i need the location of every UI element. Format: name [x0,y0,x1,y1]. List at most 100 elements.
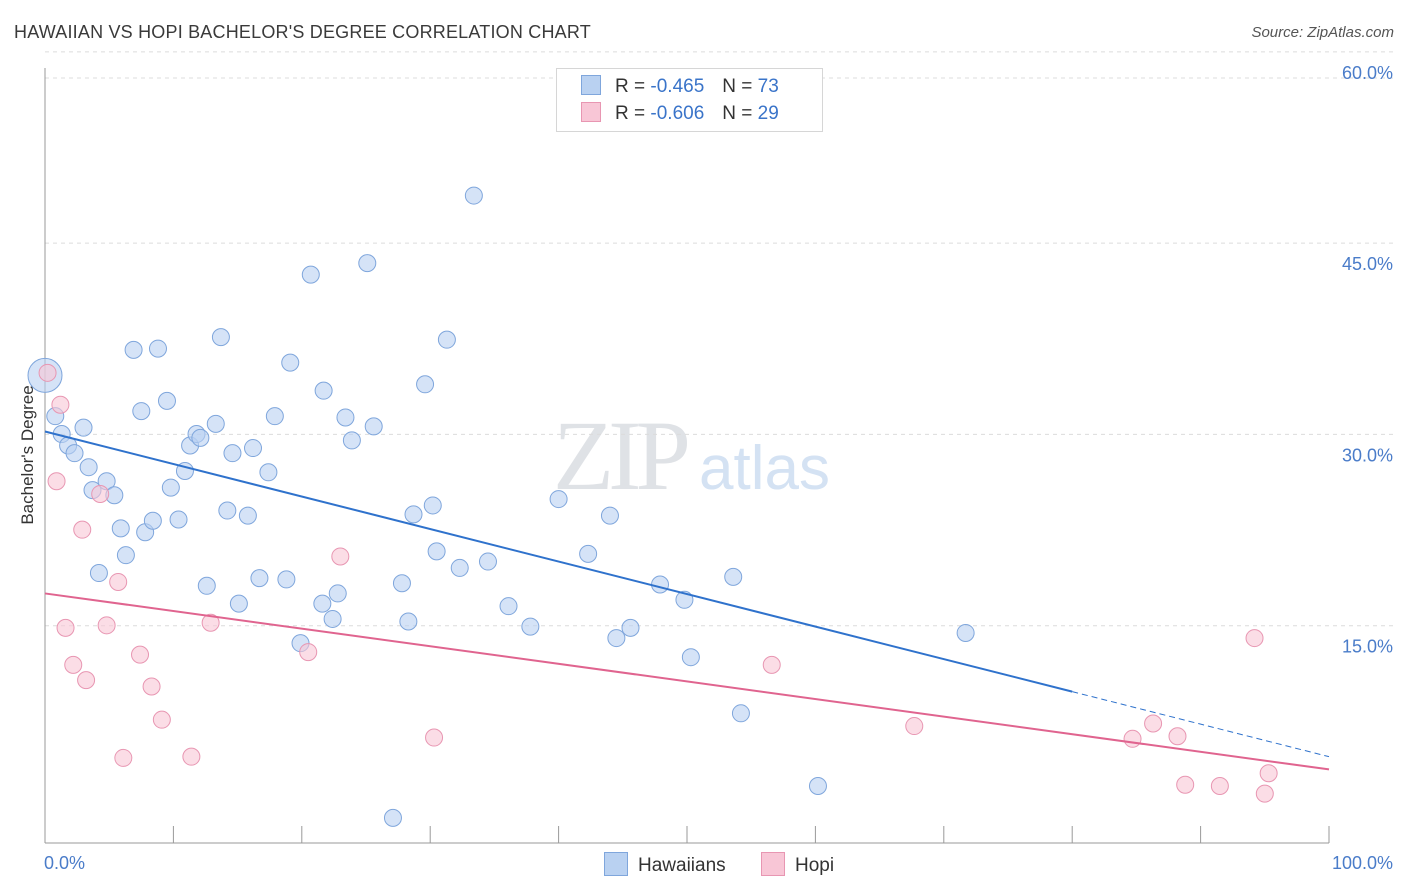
hawaiians-point [549,490,568,509]
hawaiians-point [89,564,108,583]
source-label: Source: ZipAtlas.com [1251,24,1394,41]
series-legend: Hawaiians Hopi [0,852,1406,878]
y-tick-label: 15.0% [1342,637,1393,657]
x-tick-label: 0.0% [44,853,85,873]
hawaiians-point [427,542,446,561]
hopi-point [762,655,781,674]
hawaiians-point [218,501,237,520]
legend-n-value: 29 [757,103,779,124]
hopi-point [142,677,161,696]
hawaiians-point [250,569,269,588]
hawaiians-legend-swatch [604,852,628,876]
watermark-atlas: atlas [699,434,830,503]
hawaiians-point [621,618,640,637]
hawaiians-trendline [44,430,1073,693]
hawaiians-point [116,546,135,565]
hawaiians-point [681,648,700,667]
hawaiians-point [499,597,518,616]
hopi-trendline [44,592,1330,771]
hawaiians-point [600,506,619,525]
hopi-point [51,395,70,414]
hawaiians-point [364,417,383,436]
hawaiians-point [191,428,210,447]
hopi-point [299,643,318,662]
hawaiians-point [437,330,456,349]
hawaiians-point [265,407,284,426]
hopi-swatch [581,102,601,122]
hopi-legend-swatch [761,852,785,876]
hawaiians-point [169,510,188,529]
hawaiians-point [478,552,497,571]
hawaiians-point [259,463,278,482]
hawaiians-point [211,328,230,347]
hawaiians-point [383,808,402,827]
hopi-point [91,484,110,503]
y-axis-label: Bachelor's Degree [18,385,37,525]
hopi-point [331,547,350,566]
legend-item-hopi: Hopi [761,852,834,877]
hopi-point [1168,727,1187,746]
hawaiians-point [956,623,975,642]
hawaiians-point [342,431,361,450]
hopi-point [1255,784,1274,803]
x-tick-label: 100.0% [1332,853,1393,873]
hawaiians-point [65,444,84,463]
hopi-point [97,616,116,635]
hawaiians-point [358,254,377,273]
hawaiians-point [336,408,355,427]
y-tick-label: 30.0% [1342,445,1393,465]
legend-series-name: Hopi [795,855,835,876]
legend-n-label: N = [722,103,753,124]
hopi-point [1144,714,1163,733]
hawaiians-point [111,519,130,538]
hawaiians-point [314,381,333,400]
hopi-point [38,363,57,382]
hawaiians-point [223,444,242,463]
hawaiians-point [579,544,598,563]
hopi-point [56,618,75,637]
hopi-point [109,572,128,591]
hopi-point [152,710,171,729]
hawaiians-point [74,418,93,437]
hopi-point [182,747,201,766]
correlation-legend: R = -0.465 N = 73 R = -0.606 N = 29 [556,68,823,132]
hawaiians-point [229,594,248,613]
watermark: ZIP atlas [553,398,830,513]
hawaiians-point [197,576,216,595]
hopi-point [114,748,133,767]
hawaiians-point [607,629,626,648]
hopi-point [1123,729,1142,748]
hawaiians-point [323,609,342,628]
hawaiians-point [423,496,442,515]
hawaiians-point [328,584,347,603]
hawaiians-point [464,186,483,205]
hawaiians-point [161,478,180,497]
watermark-zip: ZIP [553,400,691,511]
hopi-point [1210,776,1229,795]
hawaiians-point [404,505,423,524]
legend-r-label: R = [615,76,646,97]
hawaiians-point [143,511,162,530]
hopi-point [1176,775,1195,794]
hopi-point [77,671,96,690]
hawaiians-point [731,704,750,723]
hawaiians-point [521,617,540,636]
y-tick-label: 60.0% [1342,63,1393,83]
hawaiians-point [808,776,827,795]
hawaiians-point [157,391,176,410]
legend-n-label: N = [722,76,753,97]
hawaiians-point [281,353,300,372]
legend-n-value: 73 [757,76,779,97]
legend-r-value: -0.606 [650,103,705,124]
hopi-point [47,472,66,491]
hopi-point [1259,764,1278,783]
hawaiians-point [675,590,694,609]
legend-row-hopi: R = -0.606 N = 29 [581,102,779,128]
hawaiians-point [244,439,263,458]
legend-series-name: Hawaiians [638,855,726,876]
hawaiians-point [206,414,225,433]
hopi-point [73,520,92,539]
hawaiians-swatch [581,75,601,95]
hawaiians-point [399,612,418,631]
